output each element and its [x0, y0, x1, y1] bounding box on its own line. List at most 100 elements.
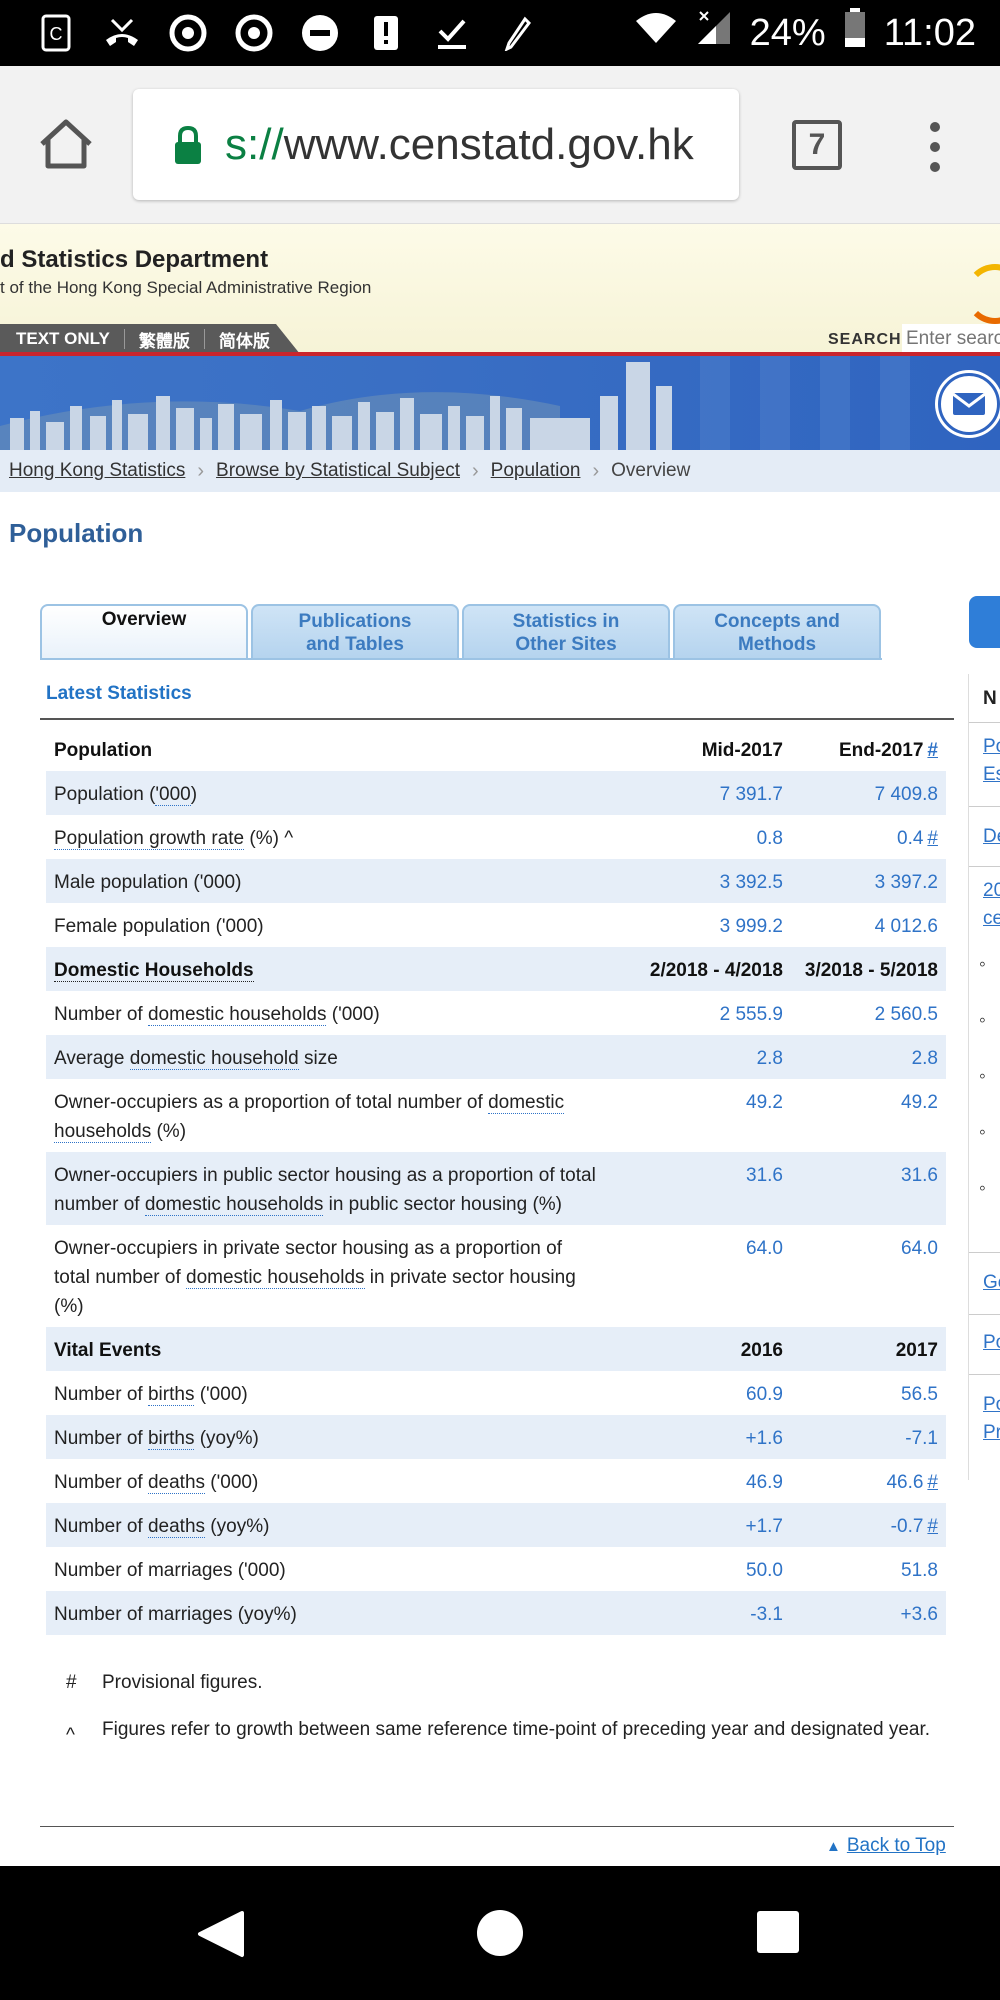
chevron-right-icon: ›: [592, 459, 600, 482]
search-input[interactable]: [902, 324, 1000, 354]
tab-label: Publications and Tables: [298, 611, 412, 655]
tab-switcher-button[interactable]: 7: [792, 120, 842, 170]
table-cell-link[interactable]: 64.0: [746, 1238, 783, 1259]
overflow-menu-icon[interactable]: [925, 122, 945, 172]
table-cell-link[interactable]: +3.6: [900, 1604, 938, 1625]
chrome-icon: [168, 13, 208, 53]
site-header: d Statistics Department t of the Hong Ko…: [0, 224, 1000, 356]
battery-percent: 24%: [749, 11, 826, 54]
row-label: Number of marriages (yoy%): [54, 1604, 297, 1625]
table-cell-link[interactable]: 50.0: [746, 1560, 783, 1581]
bullet-icon: ◦: [979, 1122, 986, 1143]
table-bottom-rule: [40, 1826, 954, 1827]
section-label: Population: [54, 740, 153, 761]
alert-icon: [366, 13, 406, 53]
tab-statistics-in-other-sites[interactable]: Statistics in Other Sites: [462, 604, 670, 660]
skyline-image: [0, 356, 910, 450]
simplified-chinese-link[interactable]: 简体版: [218, 331, 270, 351]
table-cell-link[interactable]: -0.7: [890, 1516, 924, 1537]
side-panel-tab[interactable]: [969, 596, 1000, 648]
breadcrumb-population[interactable]: Population: [490, 460, 581, 481]
table-cell-link[interactable]: 51.8: [901, 1560, 938, 1581]
side-link[interactable]: Pr: [983, 1422, 1000, 1443]
term-link: births: [147, 1384, 195, 1406]
breadcrumb-hong-kong-statistics[interactable]: Hong Kong Statistics: [9, 460, 186, 481]
lock-icon: [175, 125, 201, 164]
table-cell-link[interactable]: 46.6: [886, 1472, 924, 1493]
side-link[interactable]: Es: [983, 764, 1000, 785]
table-cell-link[interactable]: 7 391.7: [719, 784, 783, 805]
side-link[interactable]: Po: [983, 1394, 1000, 1415]
missed-call-icon: [102, 13, 142, 53]
table-cell-link[interactable]: 0.4: [897, 828, 924, 849]
traditional-chinese-link[interactable]: 繁體版: [138, 331, 190, 351]
table-cell-link[interactable]: 64.0: [901, 1238, 938, 1259]
row-label: Number of deaths ('000): [54, 1472, 259, 1494]
back-icon[interactable]: [196, 1909, 246, 1964]
provisional-mark-link[interactable]: #: [927, 740, 938, 761]
home-circle-icon[interactable]: [477, 1910, 523, 1956]
footnote: # Provisional figures.: [46, 1668, 946, 1697]
provisional-mark-link[interactable]: #: [927, 1516, 938, 1537]
provisional-mark-link[interactable]: #: [927, 828, 938, 849]
tab-label: Concepts and Methods: [714, 611, 840, 655]
side-panel: N Po Es De 20 ce ◦ ◦ ◦ ◦ ◦ Ge Po Po Pr: [968, 674, 1000, 1480]
tab-publications-and-tables[interactable]: Publications and Tables: [251, 604, 459, 660]
address-bar[interactable]: s://www.censtatd.gov.hk: [133, 89, 739, 200]
table-cell-link[interactable]: 2.8: [911, 1048, 938, 1069]
table-cell-link[interactable]: 3 999.2: [719, 916, 783, 937]
side-link[interactable]: Po: [983, 1332, 1000, 1353]
table-row: Number of domestic households ('000) 2 5…: [46, 991, 946, 1035]
page-title: Population: [9, 518, 144, 548]
tab-concepts-and-methods[interactable]: Concepts and Methods: [673, 604, 881, 660]
text-only-link[interactable]: TEXT ONLY: [16, 329, 110, 348]
row-label: Female population ('000): [54, 916, 264, 937]
table-cell-link[interactable]: 2.8: [756, 1048, 783, 1069]
triangle-up-icon: ▲: [826, 1838, 841, 1855]
table-cell-link[interactable]: -7.1: [905, 1428, 938, 1449]
footnote: ^ Figures refer to growth between same r…: [46, 1715, 946, 1750]
table-row: Owner-occupiers in private sector housin…: [46, 1225, 946, 1327]
table-cell-link[interactable]: 3 392.5: [719, 872, 783, 893]
table-cell-link[interactable]: 3 397.2: [874, 872, 938, 893]
provisional-mark-link[interactable]: #: [927, 1472, 938, 1493]
side-link[interactable]: De: [983, 826, 1000, 847]
email-icon[interactable]: [938, 373, 1000, 435]
table-cell-link[interactable]: +1.7: [745, 1516, 783, 1537]
table-cell-link[interactable]: 31.6: [901, 1165, 938, 1186]
table-cell-link[interactable]: 60.9: [746, 1384, 783, 1405]
skyline-banner: [0, 356, 1000, 450]
home-icon[interactable]: [38, 118, 94, 170]
table-section-header: Vital Events 2016 2017: [46, 1327, 946, 1371]
side-link[interactable]: Po: [983, 736, 1000, 757]
breadcrumb-current: Overview: [611, 460, 691, 481]
table-row: Number of births (yoy%) +1.6 -7.1: [46, 1415, 946, 1459]
signal-icon: [696, 10, 732, 56]
table-cell-link[interactable]: 46.9: [746, 1472, 783, 1493]
table-cell-link[interactable]: +1.6: [745, 1428, 783, 1449]
row-label: Male population ('000): [54, 872, 242, 893]
table-cell: 0.4 #: [791, 815, 946, 859]
table-cell-link[interactable]: 0.8: [756, 828, 783, 849]
table-cell-link[interactable]: -3.1: [750, 1604, 783, 1625]
table-cell-link[interactable]: 31.6: [746, 1165, 783, 1186]
table-cell-link[interactable]: 7 409.8: [874, 784, 938, 805]
recent-apps-icon[interactable]: [757, 1911, 799, 1953]
breadcrumb-browse-by-subject[interactable]: Browse by Statistical Subject: [216, 460, 460, 481]
header-divider: [0, 352, 1000, 356]
side-link[interactable]: ce: [983, 908, 1000, 929]
side-link[interactable]: 20: [983, 880, 1000, 901]
back-to-top-link[interactable]: ▲ Back to Top: [826, 1835, 946, 1856]
term-link: deaths: [147, 1516, 206, 1538]
table-cell-link[interactable]: 2 560.5: [874, 1004, 938, 1025]
table-cell-link[interactable]: 56.5: [901, 1384, 938, 1405]
wifi-icon: [634, 11, 678, 55]
tab-overview[interactable]: Overview: [40, 604, 248, 660]
table-cell-link[interactable]: 49.2: [901, 1092, 938, 1113]
table-cell-link[interactable]: 49.2: [746, 1092, 783, 1113]
table-cell-link[interactable]: 4 012.6: [874, 916, 938, 937]
table-cell-link[interactable]: 2 555.9: [719, 1004, 783, 1025]
chrome-icon-2: [234, 13, 274, 53]
side-link[interactable]: Ge: [983, 1272, 1000, 1293]
row-label: Number of deaths (yoy%): [54, 1516, 270, 1538]
